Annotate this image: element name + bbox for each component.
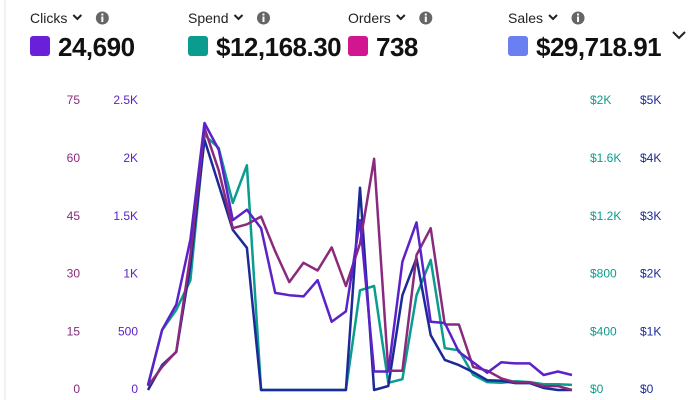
y-tick-label: $0 [590, 382, 604, 396]
info-bar [262, 16, 265, 22]
info-dot [101, 13, 104, 16]
y-tick-label: $2K [590, 93, 611, 107]
metric-caret[interactable] [548, 14, 558, 21]
metric-swatch [348, 36, 368, 56]
y-tick-label: $1K [640, 324, 661, 338]
y-tick-label: $2K [640, 267, 661, 281]
y-tick-label: 0 [131, 382, 138, 396]
y-tick-label: 1K [123, 267, 138, 281]
y-tick-label: $4K [640, 151, 661, 165]
info-bar [424, 16, 427, 22]
metric-name[interactable]: Orders [348, 10, 391, 26]
info-dot [577, 13, 580, 16]
y-tick-label: 2.5K [113, 93, 138, 107]
y-tick-label: 2K [123, 151, 138, 165]
metric-swatch [508, 36, 528, 56]
y-tick-label: 500 [118, 324, 138, 338]
y-tick-label: 75 [67, 93, 81, 107]
y-tick-label: $400 [590, 324, 617, 338]
metric-caret[interactable] [396, 14, 406, 21]
metric-name[interactable]: Clicks [30, 10, 67, 26]
metric-total: 738 [376, 32, 418, 62]
metric-name[interactable]: Sales [508, 10, 543, 26]
metric-swatch [188, 36, 208, 56]
y-tick-label: $5K [640, 93, 661, 107]
info-dot [424, 13, 427, 16]
y-tick-label: $1.2K [590, 209, 621, 223]
y-tick-label: $1.6K [590, 151, 621, 165]
y-tick-label: $3K [640, 209, 661, 223]
y-tick-label: 0 [73, 382, 80, 396]
info-dot [262, 13, 265, 16]
y-tick-label: 60 [67, 151, 81, 165]
series-line [146, 133, 573, 392]
metric-total: $12,168.30 [216, 32, 341, 62]
y-tick-label: 30 [67, 267, 81, 281]
metric-swatch [30, 36, 50, 56]
y-tick-label: $800 [590, 267, 617, 281]
y-tick-label: 1.5K [113, 209, 138, 223]
series-line [146, 126, 573, 392]
y-tick-label: 15 [67, 324, 81, 338]
series-line [146, 138, 572, 392]
info-bar [577, 16, 580, 22]
metric-total: $29,718.91 [536, 32, 661, 62]
expand-caret[interactable] [672, 31, 686, 40]
metric-caret[interactable] [233, 14, 244, 21]
metric-name[interactable]: Spend [188, 10, 228, 26]
metric-caret[interactable] [72, 14, 83, 21]
y-tick-label: $0 [640, 382, 654, 396]
metric-total: 24,690 [58, 32, 135, 62]
y-tick-label: 45 [67, 209, 81, 223]
info-bar [101, 16, 104, 22]
series-line [146, 121, 573, 386]
